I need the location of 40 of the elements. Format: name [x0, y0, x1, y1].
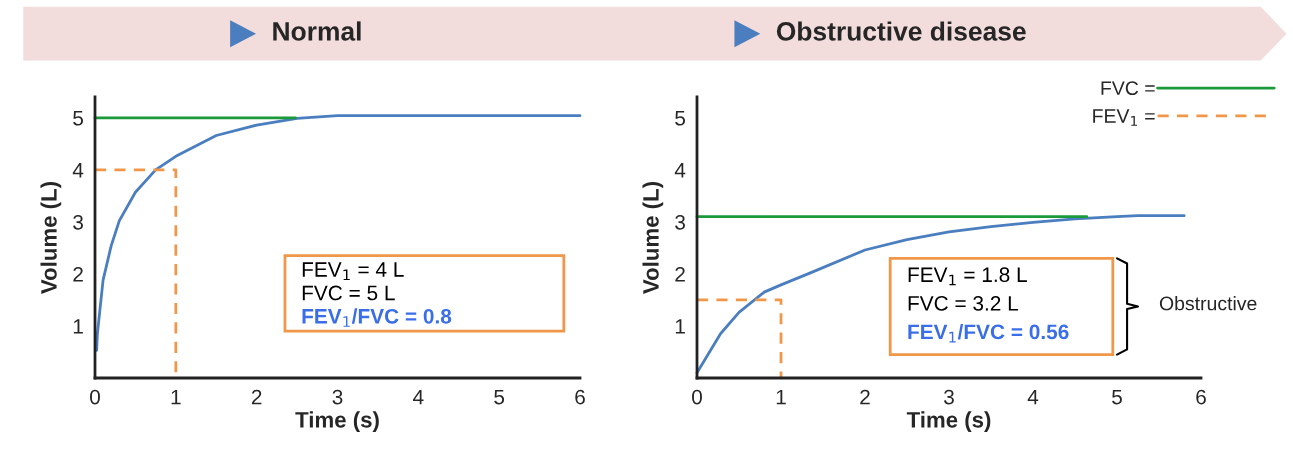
x-tick-label: 5: [1112, 389, 1122, 405]
y-tick-label: 2: [73, 266, 83, 282]
y-axis-title: Volume (L): [642, 182, 664, 294]
y-tick-label: 3: [675, 214, 685, 230]
y-tick-label: 4: [674, 163, 686, 178]
text: FEV$_{1}$ =: [1093, 109, 1155, 126]
annotation: FEV$_{1}$/FVC = 0.56: [908, 323, 1069, 343]
annotation: FEV$_{1}$/FVC = 0.8: [302, 308, 452, 327]
y-axis-title: Volume (L): [40, 182, 62, 294]
chart-title: Obstructive disease: [776, 21, 1026, 41]
x-axis-title: Time (s): [295, 411, 379, 433]
y-tick-label: 2: [675, 266, 685, 282]
x-tick-label: 2: [251, 389, 262, 405]
y-tick-label: 5: [73, 111, 84, 126]
x-tick-label: 3: [332, 389, 343, 405]
y-tick-label: 4: [72, 163, 84, 178]
text: FVC =: [1101, 81, 1155, 96]
annotation: FEV$_{1}$ = 1.8 L: [908, 267, 1027, 286]
x-tick-label: 4: [413, 389, 424, 405]
annotation: Obstructive: [1159, 296, 1257, 311]
x-tick-label: 6: [575, 389, 585, 405]
line-series: [95, 114, 582, 352]
x-tick-label: 2: [860, 389, 870, 405]
y-tick-label: 1: [73, 319, 83, 334]
annotation: FVC = 5 L: [302, 285, 395, 301]
x-tick-label: 0: [90, 389, 100, 405]
x-tick-label: 3: [944, 389, 954, 405]
y-tick-label: 5: [675, 111, 686, 126]
x-tick-label: 1: [776, 389, 786, 405]
y-tick-label: 1: [675, 319, 685, 334]
x-tick-label: 1: [171, 389, 181, 405]
x-tick-label: 4: [1027, 389, 1039, 405]
x-tick-label: 6: [1196, 389, 1206, 405]
annotation: FEV$_{1}$ = 4 L: [302, 262, 404, 281]
x-axis-title: Time (s): [906, 411, 991, 433]
chart-title: Normal: [273, 21, 361, 41]
annotation: FVC = 3.2 L: [908, 295, 1019, 311]
x-tick-label: 0: [692, 389, 702, 405]
y-tick-label: 3: [73, 214, 83, 230]
x-tick-label: 5: [494, 389, 505, 405]
